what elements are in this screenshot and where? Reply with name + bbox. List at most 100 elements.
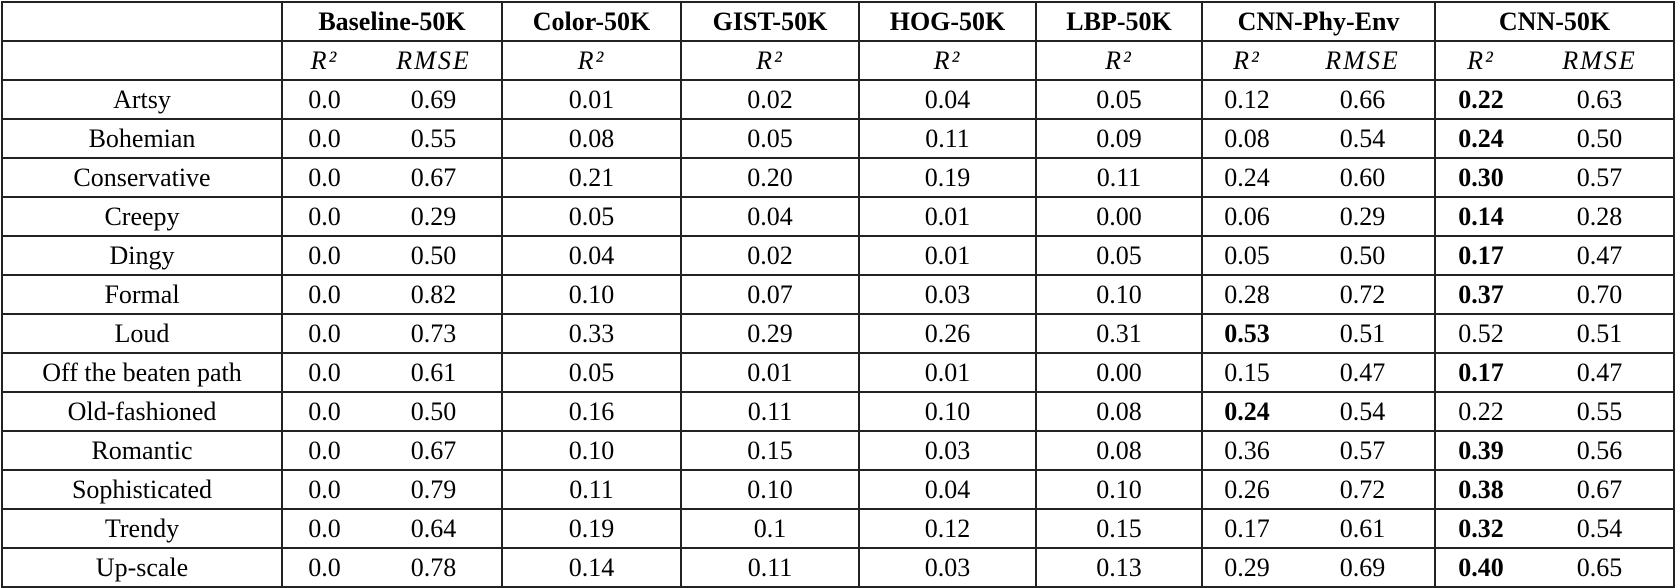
cell: 0.28 xyxy=(1201,275,1291,314)
cell: 0.05 xyxy=(1201,236,1291,275)
cell: 0.00 xyxy=(1035,353,1203,392)
header-row: Baseline-50K Color-50K GIST-50K HOG-50K LBP-… xyxy=(1,2,1675,41)
cell: 0.57 xyxy=(1526,158,1675,197)
data-row: Conservative 0.0 0.67 0.21 0.20 0.19 0.11 0.24 0… xyxy=(1,158,1675,197)
cell: 0.55 xyxy=(1526,392,1675,431)
cell: 0.0 xyxy=(281,470,366,509)
cell: 0.10 xyxy=(858,392,1037,431)
cell: 0.0 xyxy=(281,509,366,548)
cell: 0.29 xyxy=(1291,197,1437,236)
cell: 0.50 xyxy=(366,392,503,431)
cell: 0.67 xyxy=(1526,470,1675,509)
row-label: Bohemian xyxy=(1,119,283,158)
cell: 0.14 xyxy=(501,548,682,587)
row-label: Loud xyxy=(1,314,283,353)
row-label: Trendy xyxy=(1,509,283,548)
cell: 0.26 xyxy=(1201,470,1291,509)
cell: 0.05 xyxy=(501,353,682,392)
cell: 0.02 xyxy=(680,80,860,119)
cell: 0.47 xyxy=(1526,236,1675,275)
cell: 0.33 xyxy=(501,314,682,353)
cell: 0.72 xyxy=(1291,470,1437,509)
cell: 0.51 xyxy=(1291,314,1437,353)
cell: 0.21 xyxy=(501,158,682,197)
cell: 0.01 xyxy=(858,236,1037,275)
cell: 0.22 xyxy=(1434,392,1527,431)
cell: 0.11 xyxy=(858,119,1037,158)
group-header: LBP-50K xyxy=(1035,2,1203,41)
group-header: Baseline-50K xyxy=(281,2,503,41)
cell: 0.0 xyxy=(281,431,366,470)
cell: 0.05 xyxy=(1035,80,1203,119)
cell: 0.67 xyxy=(366,431,503,470)
group-header: CNN-50K xyxy=(1434,2,1675,41)
cell: 0.10 xyxy=(680,470,860,509)
cell: 0.17 xyxy=(1201,509,1291,548)
row-label: Up-scale xyxy=(1,548,283,587)
row-label: Formal xyxy=(1,275,283,314)
metric-header: R² xyxy=(1201,41,1291,80)
cell: 0.32 xyxy=(1434,509,1527,548)
cell: 0.66 xyxy=(1291,80,1437,119)
group-header: Color-50K xyxy=(501,2,682,41)
cell: 0.08 xyxy=(1035,431,1203,470)
cell: 0.82 xyxy=(366,275,503,314)
cell: 0.28 xyxy=(1526,197,1675,236)
cell: 0.52 xyxy=(1434,314,1527,353)
cell: 0.0 xyxy=(281,275,366,314)
row-label: Sophisticated xyxy=(1,470,283,509)
cell: 0.03 xyxy=(858,548,1037,587)
cell: 0.11 xyxy=(501,470,682,509)
row-label: Creepy xyxy=(1,197,283,236)
metric-header: RMSE xyxy=(366,41,503,80)
cell: 0.47 xyxy=(1291,353,1437,392)
cell: 0.0 xyxy=(281,80,366,119)
cell: 0.05 xyxy=(1035,236,1203,275)
cell: 0.17 xyxy=(1434,236,1527,275)
cell: 0.50 xyxy=(1526,119,1675,158)
cell: 0.01 xyxy=(680,353,860,392)
row-label: Artsy xyxy=(1,80,283,119)
cell: 0.61 xyxy=(1291,509,1437,548)
cell: 0.01 xyxy=(501,80,682,119)
corner-cell xyxy=(1,41,283,80)
cell: 0.12 xyxy=(858,509,1037,548)
cell: 0.11 xyxy=(1035,158,1203,197)
cell: 0.69 xyxy=(1291,548,1437,587)
cell: 0.15 xyxy=(1035,509,1203,548)
cell: 0.39 xyxy=(1434,431,1527,470)
cell: 0.0 xyxy=(281,392,366,431)
cell: 0.40 xyxy=(1434,548,1527,587)
cell: 0.0 xyxy=(281,197,366,236)
cell: 0.29 xyxy=(1201,548,1291,587)
metric-header: RMSE xyxy=(1526,41,1675,80)
cell: 0.05 xyxy=(501,197,682,236)
cell: 0.15 xyxy=(1201,353,1291,392)
cell: 0.53 xyxy=(1201,314,1291,353)
group-header: GIST-50K xyxy=(680,2,860,41)
cell: 0.13 xyxy=(1035,548,1203,587)
cell: 0.10 xyxy=(501,275,682,314)
data-row: Romantic 0.0 0.67 0.10 0.15 0.03 0.08 0.36 0.57 0… xyxy=(1,431,1675,470)
data-row: Dingy 0.0 0.50 0.04 0.02 0.01 0.05 0.05 0.50 0.17… xyxy=(1,236,1675,275)
cell: 0.37 xyxy=(1434,275,1527,314)
cell: 0.26 xyxy=(858,314,1037,353)
row-label: Old-fashioned xyxy=(1,392,283,431)
cell: 0.10 xyxy=(1035,470,1203,509)
cell: 0.20 xyxy=(680,158,860,197)
cell: 0.31 xyxy=(1035,314,1203,353)
cell: 0.04 xyxy=(858,80,1037,119)
cell: 0.24 xyxy=(1201,392,1291,431)
cell: 0.56 xyxy=(1526,431,1675,470)
metric-header: R² xyxy=(501,41,682,80)
cell: 0.73 xyxy=(366,314,503,353)
cell: 0.11 xyxy=(680,392,860,431)
cell: 0.50 xyxy=(366,236,503,275)
cell: 0.63 xyxy=(1526,80,1675,119)
cell: 0.0 xyxy=(281,236,366,275)
data-row: Artsy 0.0 0.69 0.01 0.02 0.04 0.05 0.12 0.66 0.22… xyxy=(1,80,1675,119)
cell: 0.61 xyxy=(366,353,503,392)
cell: 0.50 xyxy=(1291,236,1437,275)
corner-cell xyxy=(1,2,283,41)
cell: 0.04 xyxy=(858,470,1037,509)
